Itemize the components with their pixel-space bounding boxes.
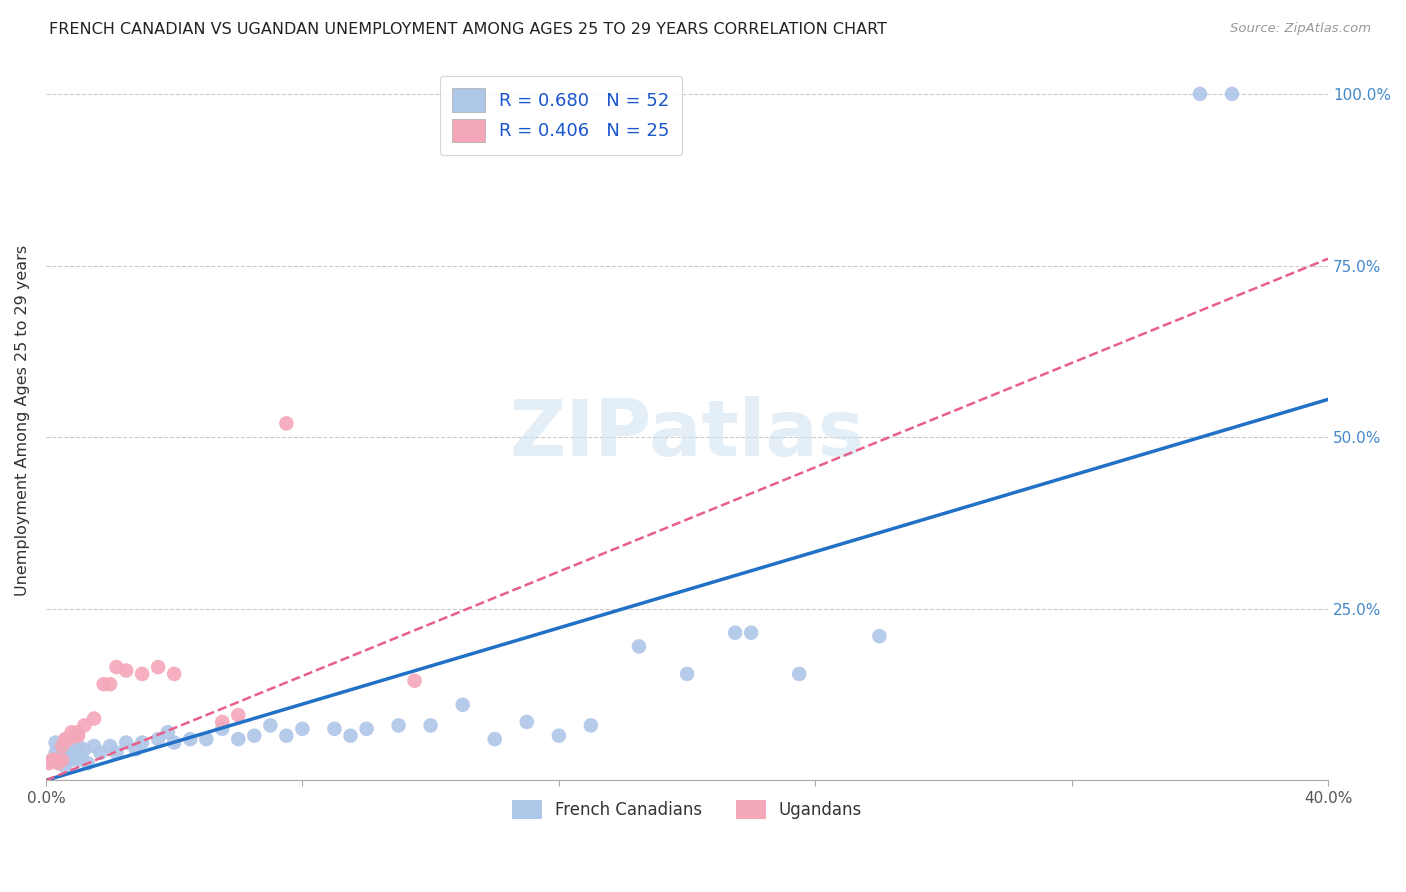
Point <box>259 718 281 732</box>
Point <box>226 708 249 723</box>
Y-axis label: Unemployment Among Ages 25 to 29 years: Unemployment Among Ages 25 to 29 years <box>15 244 30 596</box>
Point <box>98 677 121 691</box>
Point <box>41 753 63 767</box>
Legend: French Canadians, Ugandans: French Canadians, Ugandans <box>505 794 869 826</box>
Text: FRENCH CANADIAN VS UGANDAN UNEMPLOYMENT AMONG AGES 25 TO 29 YEARS CORRELATION CH: FRENCH CANADIAN VS UGANDAN UNEMPLOYMENT … <box>49 22 887 37</box>
Point <box>58 739 80 753</box>
Point <box>724 625 747 640</box>
Point <box>41 753 63 767</box>
Point <box>45 735 67 749</box>
Point <box>48 756 70 771</box>
Point <box>291 722 314 736</box>
Point <box>89 746 111 760</box>
Point <box>451 698 474 712</box>
Point <box>276 417 298 431</box>
Text: Source: ZipAtlas.com: Source: ZipAtlas.com <box>1230 22 1371 36</box>
Point <box>323 722 346 736</box>
Point <box>1188 87 1211 101</box>
Point <box>131 735 153 749</box>
Point <box>105 660 128 674</box>
Point <box>53 732 76 747</box>
Point <box>83 739 105 753</box>
Text: ZIPatlas: ZIPatlas <box>509 396 865 473</box>
Point <box>66 739 89 753</box>
Point <box>179 732 201 747</box>
Point <box>740 625 762 640</box>
Point <box>356 722 378 736</box>
Point <box>45 753 67 767</box>
Point <box>51 742 73 756</box>
Point <box>38 756 60 771</box>
Point <box>146 660 169 674</box>
Point <box>93 677 115 691</box>
Point <box>115 735 138 749</box>
Point <box>163 667 186 681</box>
Point <box>73 718 96 732</box>
Point <box>51 739 73 753</box>
Point <box>70 749 93 764</box>
Point <box>48 756 70 771</box>
Point <box>868 629 890 643</box>
Point <box>66 729 89 743</box>
Point <box>51 753 73 767</box>
Point <box>787 667 810 681</box>
Point <box>66 725 89 739</box>
Point <box>73 742 96 756</box>
Point <box>60 753 83 767</box>
Point <box>125 742 148 756</box>
Point <box>339 729 361 743</box>
Point <box>676 667 699 681</box>
Point <box>51 753 73 767</box>
Point <box>226 732 249 747</box>
Point <box>627 640 650 654</box>
Point <box>131 667 153 681</box>
Point <box>66 753 89 767</box>
Point <box>83 712 105 726</box>
Point <box>1220 87 1243 101</box>
Point <box>276 729 298 743</box>
Point <box>579 718 602 732</box>
Point <box>98 739 121 753</box>
Point <box>163 735 186 749</box>
Point <box>211 722 233 736</box>
Point <box>45 746 67 760</box>
Point <box>146 732 169 747</box>
Point <box>58 732 80 747</box>
Point <box>195 732 218 747</box>
Point <box>243 729 266 743</box>
Point <box>115 664 138 678</box>
Point <box>58 749 80 764</box>
Point <box>547 729 569 743</box>
Point <box>63 729 86 743</box>
Point <box>211 714 233 729</box>
Point <box>387 718 409 732</box>
Point <box>419 718 441 732</box>
Point <box>63 746 86 760</box>
Point <box>60 725 83 739</box>
Point <box>156 725 179 739</box>
Point <box>53 759 76 773</box>
Point <box>76 756 98 771</box>
Point <box>404 673 426 688</box>
Point <box>105 746 128 760</box>
Point <box>516 714 538 729</box>
Point <box>484 732 506 747</box>
